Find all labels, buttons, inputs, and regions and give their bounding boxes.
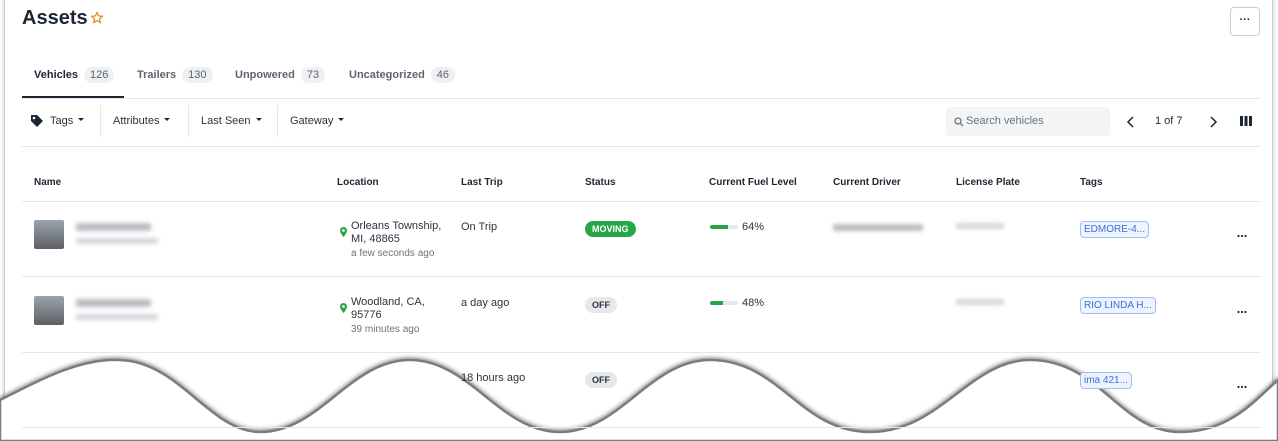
page-indicator: 1 of 7 [1155, 115, 1183, 127]
tab-label: Vehicles [34, 69, 79, 81]
divider [22, 98, 1260, 99]
column-header: Location [337, 177, 379, 188]
status-badge: OFF [585, 297, 617, 313]
blurred-name [76, 223, 151, 231]
tab[interactable]: Trailers 130 [137, 67, 213, 83]
location-pin [340, 224, 347, 242]
dots-icon [1237, 310, 1247, 314]
blurred-id [76, 238, 158, 244]
column-header: Last Trip [461, 177, 503, 188]
favorite-star[interactable] [90, 11, 104, 25]
tag-chip: RIO LINDA H... [1080, 297, 1156, 314]
pin-icon [340, 303, 347, 313]
filter-label: Gateway [290, 115, 334, 127]
location-line: Orleans Township, [351, 220, 442, 232]
location-line: 95776 [351, 309, 382, 321]
row-divider [22, 352, 1260, 353]
location-pin [340, 300, 347, 318]
filter[interactable]: Last Seen [201, 115, 265, 127]
tab-label: Uncategorized [349, 69, 425, 81]
caret [78, 118, 85, 121]
vehicle-thumbnail [34, 296, 64, 325]
caret [255, 118, 262, 121]
tab-count: 46 [430, 67, 456, 83]
filter-label: Attributes [113, 115, 160, 127]
next-page[interactable] [1208, 116, 1218, 128]
tag-icon [31, 115, 43, 127]
dots-icon [1237, 385, 1247, 389]
location-time: 39 minutes ago [351, 324, 420, 335]
blurred-plate [956, 299, 1004, 305]
column-header: Current Fuel Level [709, 177, 797, 188]
filter-separator [100, 105, 101, 137]
filter-label: Last Seen [201, 115, 251, 127]
dots-icon [1237, 234, 1247, 238]
divider [22, 146, 1260, 147]
torn-edge [0, 358, 1278, 441]
fuel-track [710, 225, 738, 229]
more-button[interactable]: ··· [1230, 7, 1260, 36]
filter[interactable]: Gateway [290, 115, 347, 127]
page-title: Assets [22, 7, 88, 29]
status-badge: MOVING [585, 221, 636, 237]
column-header: Tags [1080, 177, 1103, 188]
fuel-bar [710, 225, 728, 229]
last-trip: On Trip [461, 221, 498, 233]
filter[interactable]: Attributes [113, 115, 173, 127]
column-header: Name [34, 177, 62, 188]
row-menu[interactable] [1237, 225, 1247, 243]
blurred-name [76, 299, 151, 307]
tab-count: 130 [182, 67, 213, 83]
blurred-plate [956, 223, 1004, 229]
column-header: Current Driver [833, 177, 901, 188]
row-divider [22, 427, 1260, 428]
tab[interactable]: Vehicles 126 [34, 67, 115, 83]
status-badge: OFF [585, 372, 617, 388]
column-header: Status [585, 177, 616, 188]
search-icon [954, 117, 964, 127]
search-placeholder: Search vehicles [966, 115, 1044, 127]
pin-icon [340, 227, 347, 237]
caret [338, 118, 345, 121]
tag-chip: ima 421... [1080, 372, 1132, 389]
blurred-id [76, 314, 158, 320]
last-trip: a day ago [461, 297, 510, 309]
fuel-track [710, 301, 738, 305]
location-time: a few seconds ago [351, 248, 435, 259]
column-header: License Plate [956, 177, 1020, 188]
filter-separator [188, 105, 189, 137]
tab[interactable]: Uncategorized 46 [349, 67, 456, 83]
active-tab-indicator [22, 96, 124, 98]
tab[interactable]: Unpowered 73 [235, 67, 326, 83]
location-line: MI, 48865 [351, 233, 400, 245]
fuel-label: 64% [742, 221, 765, 233]
tab-count: 73 [300, 67, 326, 83]
filter[interactable]: Tags [50, 115, 87, 127]
tab-count: 126 [84, 67, 115, 83]
location-line: Woodland, CA, [351, 296, 425, 308]
columns-icon[interactable] [1240, 116, 1252, 126]
row-menu[interactable] [1237, 376, 1247, 394]
row-menu[interactable] [1237, 301, 1247, 319]
vehicle-thumbnail [34, 220, 64, 249]
caret [164, 118, 171, 121]
fuel-bar [710, 301, 724, 305]
last-trip: 18 hours ago [461, 372, 526, 384]
blurred-driver [833, 224, 923, 231]
prev-page[interactable] [1126, 116, 1136, 128]
tab-label: Trailers [137, 69, 177, 81]
filter-separator [277, 105, 278, 137]
fuel-label: 48% [742, 297, 765, 309]
tag-chip: EDMORE-4... [1080, 221, 1150, 238]
filter-label: Tags [50, 115, 74, 127]
search-box[interactable]: Search vehicles [946, 107, 1110, 136]
row-divider [22, 276, 1260, 277]
tab-label: Unpowered [235, 69, 295, 81]
frame [4, 0, 1273, 441]
header-divider [22, 201, 1260, 202]
